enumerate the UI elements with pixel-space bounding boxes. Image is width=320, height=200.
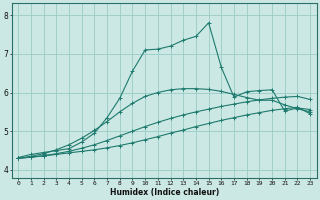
X-axis label: Humidex (Indice chaleur): Humidex (Indice chaleur) (109, 188, 219, 197)
